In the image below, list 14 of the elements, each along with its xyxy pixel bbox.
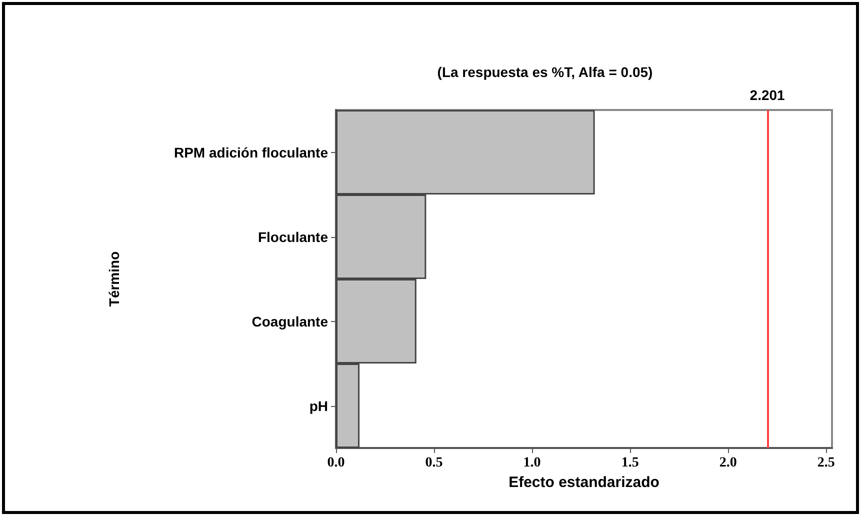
x-tick-label: 0.0 (327, 456, 345, 470)
chart-title: (La respuesta es %T, Alfa = 0.05) (437, 64, 653, 80)
x-tick-label: 1.5 (621, 456, 639, 470)
ref-line-label: 2.201 (750, 87, 786, 103)
x-tick-label: 1.0 (523, 456, 541, 470)
x-tick-label: 2.5 (817, 456, 835, 470)
y-tick-label: Coagulante (252, 313, 328, 330)
x-tick-label: 2.0 (719, 456, 737, 470)
y-axis-title: Término (106, 251, 122, 307)
y-tick-label: RPM adición floculante (174, 144, 328, 160)
y-tick-label: Floculante (258, 228, 328, 245)
x-tick-label: 0.5 (425, 456, 443, 470)
y-tick-label: pH (309, 398, 328, 414)
x-axis-title: Efecto estandarizado (508, 474, 660, 491)
